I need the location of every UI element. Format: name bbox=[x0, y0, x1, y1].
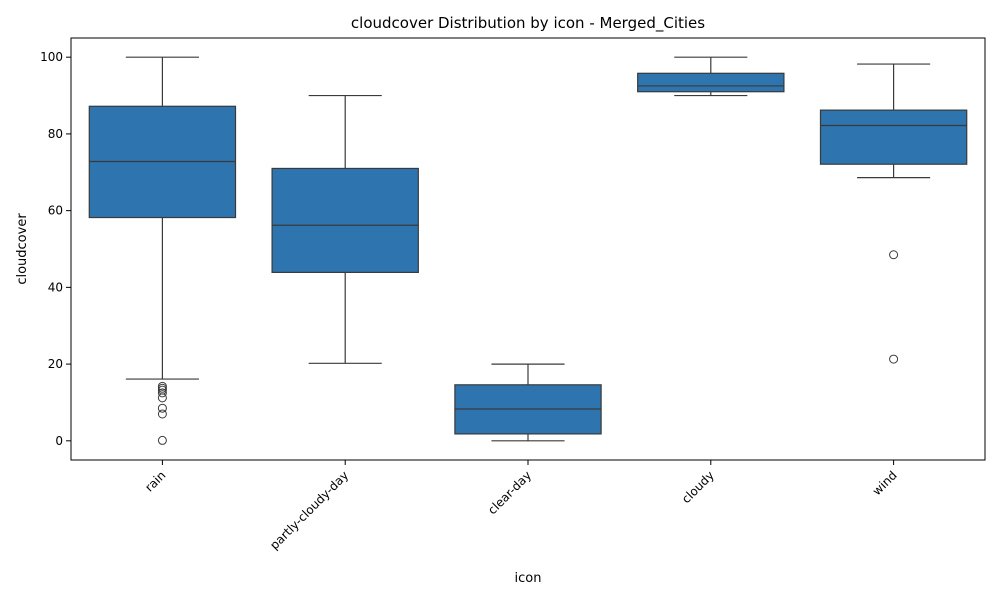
outlier-rain bbox=[157, 388, 167, 398]
plot-area: 0 20 40 60 80 100 rain partly-cloudy-day clear-d… bbox=[40, 50, 968, 552]
y-tick-label: 0 bbox=[55, 434, 63, 448]
x-axis-label: icon bbox=[515, 571, 542, 586]
x-tick-label: clear-day bbox=[485, 468, 534, 517]
x-tick-label: rain bbox=[142, 468, 168, 494]
x-tick-label: cloudy bbox=[679, 468, 717, 506]
y-tick-label: 100 bbox=[40, 50, 63, 64]
axes-frame bbox=[70, 37, 986, 461]
y-tick-label: 60 bbox=[48, 204, 63, 218]
y-tick-label: 20 bbox=[48, 357, 63, 371]
y-tick-label: 40 bbox=[48, 280, 63, 294]
outlier-rain bbox=[157, 393, 167, 403]
chart-title: cloudcover Distribution by icon - Merged… bbox=[351, 14, 705, 33]
y-tick-label: 80 bbox=[48, 127, 63, 141]
x-tick-label: partly-cloudy-day bbox=[267, 468, 351, 552]
box-partly-cloudy-day bbox=[271, 167, 419, 274]
box-cloudy bbox=[637, 72, 785, 93]
outlier-wind bbox=[889, 354, 899, 364]
outlier-rain bbox=[157, 383, 167, 393]
outlier-rain bbox=[157, 403, 167, 413]
box-wind bbox=[819, 109, 968, 165]
outlier-wind bbox=[889, 250, 899, 260]
y-axis-label: cloudcover bbox=[15, 213, 30, 285]
outlier-rain bbox=[157, 435, 167, 445]
outlier-rain bbox=[157, 409, 167, 419]
x-tick-label: wind bbox=[870, 468, 900, 498]
